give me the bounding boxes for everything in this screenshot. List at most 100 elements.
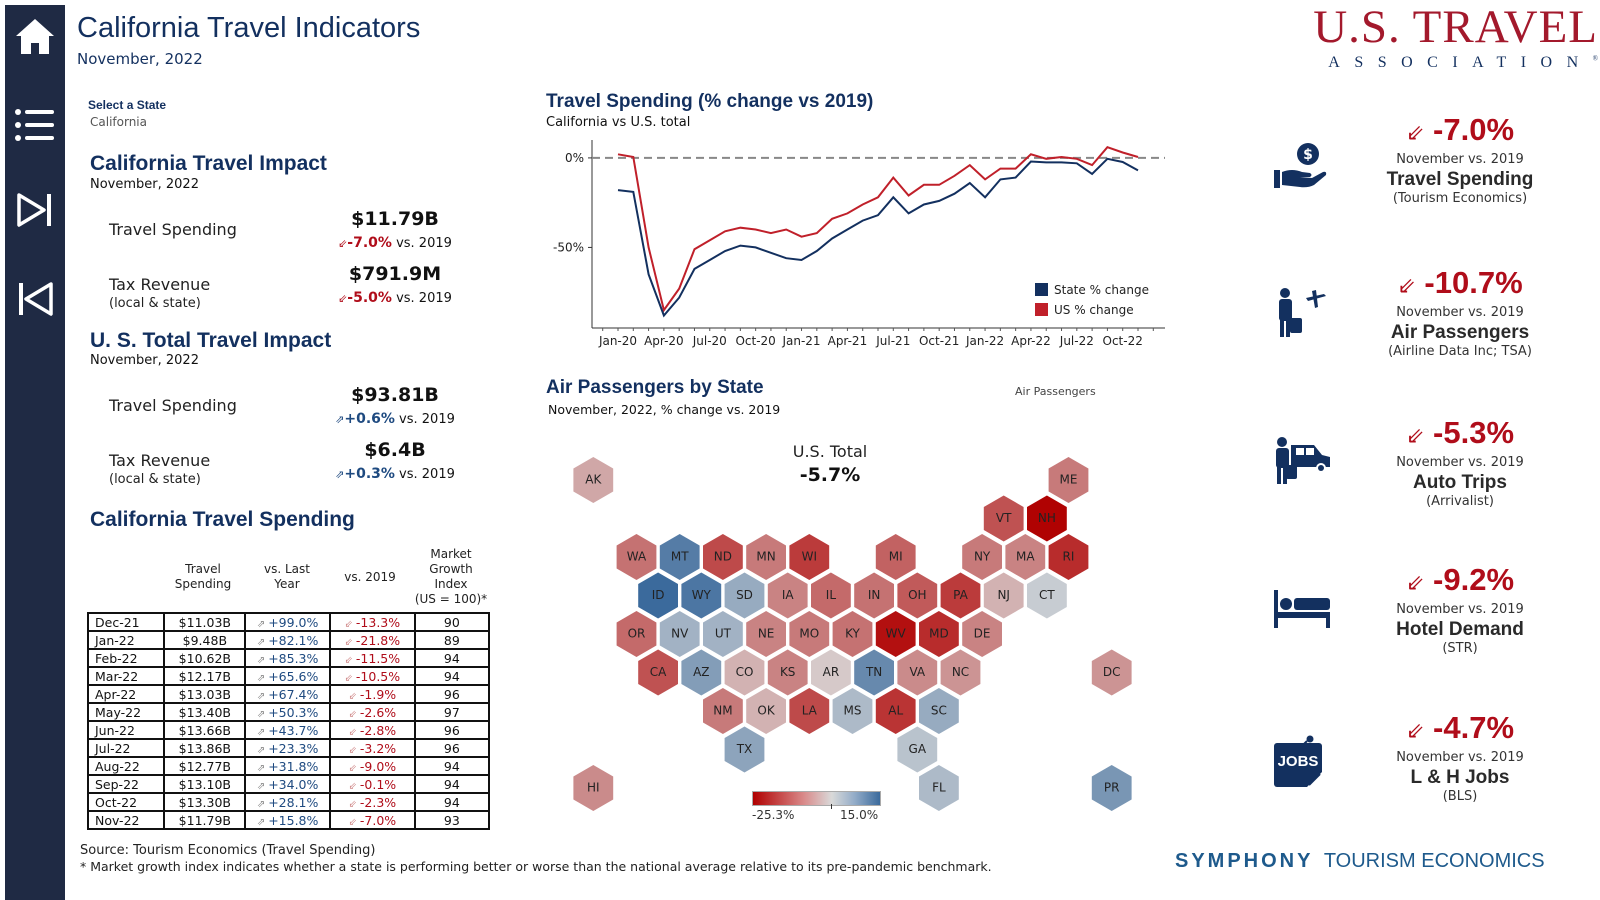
state-hex-shape[interactable] — [875, 534, 916, 580]
state-hex-mt[interactable]: MT — [659, 534, 700, 580]
state-hex-shape[interactable] — [983, 495, 1024, 542]
state-hex-nv[interactable]: NV — [659, 611, 700, 657]
state-hex-il[interactable]: IL — [811, 572, 851, 619]
state-hex-shape[interactable] — [724, 726, 765, 773]
state-hex-id[interactable]: ID — [638, 572, 678, 619]
state-hex-me[interactable]: ME — [1048, 457, 1089, 503]
state-hex-vt[interactable]: VT — [983, 495, 1024, 542]
state-hex-tn[interactable]: TN — [854, 649, 894, 696]
state-hex-shape[interactable] — [616, 534, 657, 580]
state-hex-shape[interactable] — [1048, 534, 1089, 580]
state-hex-shape[interactable] — [854, 572, 894, 619]
state-hex-shape[interactable] — [746, 688, 786, 734]
state-hex-wa[interactable]: WA — [616, 534, 657, 580]
state-hex-shape[interactable] — [983, 572, 1024, 619]
state-hex-shape[interactable] — [703, 534, 743, 580]
state-hex-shape[interactable] — [659, 611, 700, 657]
state-hex-shape[interactable] — [681, 649, 722, 696]
state-hex-shape[interactable] — [1027, 572, 1067, 619]
state-hex-shape[interactable] — [1091, 765, 1132, 811]
state-hex-dc[interactable]: DC — [1091, 649, 1132, 696]
state-hex-pa[interactable]: PA — [940, 572, 981, 619]
state-hex-shape[interactable] — [940, 649, 981, 696]
state-hex-mo[interactable]: MO — [789, 611, 830, 657]
state-hex-shape[interactable] — [962, 611, 1002, 657]
state-hex-shape[interactable] — [767, 572, 808, 619]
state-hex-sc[interactable]: SC — [919, 688, 959, 734]
state-selector[interactable]: Select a State California — [88, 98, 166, 129]
state-hex-shape[interactable] — [811, 572, 851, 619]
state-hex-la[interactable]: LA — [789, 688, 830, 734]
state-hex-shape[interactable] — [897, 726, 938, 773]
state-hex-shape[interactable] — [832, 611, 873, 657]
state-hex-shape[interactable] — [897, 649, 938, 696]
state-hex-oh[interactable]: OH — [897, 572, 938, 619]
state-hex-shape[interactable] — [789, 611, 830, 657]
state-hex-wy[interactable]: WY — [681, 572, 722, 619]
state-hex-shape[interactable] — [940, 572, 981, 619]
state-hex-fl[interactable]: FL — [919, 765, 959, 811]
state-hex-wv[interactable]: WV — [875, 611, 916, 657]
state-hex-az[interactable]: AZ — [681, 649, 722, 696]
state-selector-value[interactable]: California — [90, 115, 147, 129]
state-hex-nc[interactable]: NC — [940, 649, 981, 696]
state-hex-mn[interactable]: MN — [746, 534, 786, 580]
state-hex-ak[interactable]: AK — [573, 457, 614, 503]
state-hex-shape[interactable] — [573, 765, 614, 811]
state-hex-ia[interactable]: IA — [767, 572, 808, 619]
state-hex-shape[interactable] — [746, 534, 786, 580]
state-hex-ny[interactable]: NY — [962, 534, 1002, 580]
state-hex-shape[interactable] — [875, 611, 916, 657]
state-hex-shape[interactable] — [789, 688, 830, 734]
state-hex-shape[interactable] — [919, 611, 959, 657]
state-hex-shape[interactable] — [832, 688, 873, 734]
state-hex-shape[interactable] — [703, 611, 743, 657]
state-hex-shape[interactable] — [767, 649, 808, 696]
state-hex-shape[interactable] — [724, 572, 765, 619]
state-hex-ga[interactable]: GA — [897, 726, 938, 773]
state-hex-nj[interactable]: NJ — [983, 572, 1024, 619]
state-hex-ms[interactable]: MS — [832, 688, 873, 734]
previous-button[interactable] — [13, 277, 57, 321]
state-hex-ne[interactable]: NE — [746, 611, 786, 657]
state-hex-ut[interactable]: UT — [703, 611, 743, 657]
state-hex-al[interactable]: AL — [875, 688, 916, 734]
state-hex-ct[interactable]: CT — [1027, 572, 1067, 619]
state-hex-in[interactable]: IN — [854, 572, 894, 619]
state-hex-shape[interactable] — [1027, 495, 1067, 542]
state-hex-shape[interactable] — [1048, 457, 1089, 503]
state-hex-shape[interactable] — [746, 611, 786, 657]
state-hex-shape[interactable] — [1005, 534, 1046, 580]
next-button[interactable] — [13, 188, 57, 232]
state-hex-shape[interactable] — [616, 611, 657, 657]
state-hex-md[interactable]: MD — [919, 611, 959, 657]
state-hex-wi[interactable]: WI — [789, 534, 830, 580]
state-hex-shape[interactable] — [659, 534, 700, 580]
state-hex-ma[interactable]: MA — [1005, 534, 1046, 580]
state-hex-shape[interactable] — [789, 534, 830, 580]
state-hex-shape[interactable] — [724, 649, 765, 696]
state-hex-nh[interactable]: NH — [1027, 495, 1067, 542]
state-hex-tx[interactable]: TX — [724, 726, 765, 773]
home-button[interactable] — [13, 15, 57, 59]
state-hex-or[interactable]: OR — [616, 611, 657, 657]
state-hex-ok[interactable]: OK — [746, 688, 786, 734]
state-hex-ri[interactable]: RI — [1048, 534, 1089, 580]
state-hex-shape[interactable] — [919, 688, 959, 734]
state-hex-va[interactable]: VA — [897, 649, 938, 696]
state-hex-hi[interactable]: HI — [573, 765, 614, 811]
state-hex-shape[interactable] — [854, 649, 894, 696]
state-hex-shape[interactable] — [897, 572, 938, 619]
state-hex-shape[interactable] — [875, 688, 916, 734]
state-hex-shape[interactable] — [681, 572, 722, 619]
state-hex-nm[interactable]: NM — [703, 688, 743, 734]
state-hex-de[interactable]: DE — [962, 611, 1002, 657]
state-hex-ar[interactable]: AR — [811, 649, 851, 696]
state-hex-shape[interactable] — [962, 534, 1002, 580]
state-hex-shape[interactable] — [811, 649, 851, 696]
state-hex-ca[interactable]: CA — [638, 649, 678, 696]
state-hex-ks[interactable]: KS — [767, 649, 808, 696]
menu-button[interactable] — [13, 103, 57, 147]
state-hex-sd[interactable]: SD — [724, 572, 765, 619]
state-hex-shape[interactable] — [1091, 649, 1132, 696]
